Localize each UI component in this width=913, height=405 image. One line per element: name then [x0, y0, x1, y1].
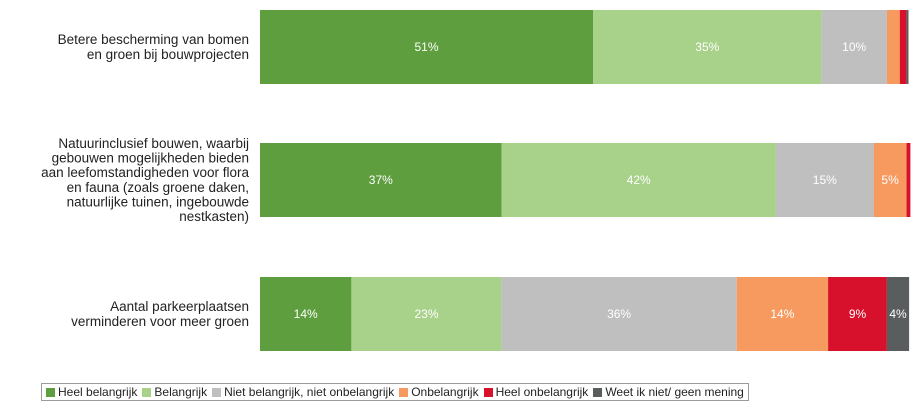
bar-segment [886, 277, 910, 351]
legend-swatch [46, 387, 55, 397]
data-label: 51% [414, 40, 438, 54]
data-label: 5% [881, 173, 899, 187]
bar-segment [906, 143, 911, 217]
bar-segment [906, 10, 909, 84]
data-label: 10% [842, 40, 866, 54]
legend-item: Belangrijk [142, 385, 207, 399]
legend-label: Weet ik niet/ geen mening [605, 385, 744, 399]
category-label: aan leefomstandigheden voor flora [41, 165, 249, 180]
legend-item: Weet ik niet/ geen mening [593, 385, 744, 399]
bar-segment [873, 143, 907, 217]
legend-label: Belangrijk [154, 385, 208, 399]
category-label: Natuurinclusief bouwen, waarbij [58, 136, 249, 151]
data-label: 4% [889, 307, 907, 321]
legend-item: Heel belangrijk [46, 385, 137, 399]
legend: Heel belangrijk Belangrijk Niet belangrijk… [41, 383, 749, 401]
category-label: en fauna (zoals groene daken, [67, 180, 249, 195]
bar-segment [775, 143, 874, 217]
data-label: 23% [414, 307, 438, 321]
category-label: en groen bij bouwprojecten [87, 47, 249, 62]
bar-segment [260, 143, 502, 217]
bar-segment [736, 277, 829, 351]
bar-segment [260, 277, 352, 351]
bar-segment [593, 10, 822, 84]
data-label: 37% [369, 173, 393, 187]
bar-segment [351, 277, 502, 351]
legend-item: Heel onbelangrijk [483, 385, 589, 399]
data-label: 9% [849, 307, 867, 321]
category-label: verminderen voor meer groen [71, 314, 249, 329]
data-label: 14% [294, 307, 318, 321]
category-label: Betere bescherming van bomen [58, 32, 249, 47]
legend-label: Heel onbelangrijk [495, 385, 589, 399]
data-label: 14% [770, 307, 794, 321]
category-label: gebouwen mogelijkheden bieden [52, 151, 249, 166]
category-label: natuurlijke tuinen, ingebouwde [67, 194, 249, 209]
legend-item: Onbelangrijk [399, 385, 479, 399]
bar-segment [828, 277, 887, 351]
bar-segment [899, 10, 907, 84]
bar-segment [260, 10, 593, 84]
data-label: 15% [813, 173, 837, 187]
category-label: nestkasten) [179, 209, 249, 224]
legend-swatch [593, 387, 603, 397]
legend-label: Onbelangrijk [411, 385, 479, 399]
category-label: Aantal parkeerplaatsen [110, 299, 249, 314]
data-label: 36% [607, 307, 631, 321]
bar-segment [501, 143, 776, 217]
data-label: 42% [627, 173, 651, 187]
legend-swatch [212, 387, 222, 397]
legend-label: Heel belangrijk [58, 385, 138, 399]
legend-item: Niet belangrijk, niet onbelangrijk [212, 385, 394, 399]
legend-swatch [399, 387, 409, 397]
bar-segment [821, 10, 887, 84]
bar-segment [501, 277, 737, 351]
legend-swatch [142, 387, 152, 397]
data-label: 35% [695, 40, 719, 54]
legend-label: Niet belangrijk, niet onbelangrijk [224, 385, 395, 399]
legend-swatch [483, 387, 493, 397]
bar-segment [886, 10, 900, 84]
